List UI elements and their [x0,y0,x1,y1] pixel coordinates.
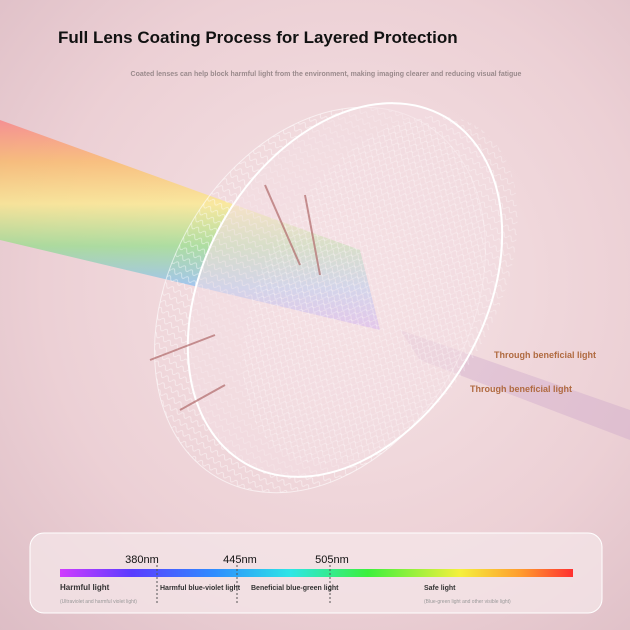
wavelength-label: 380nm [125,554,159,566]
segment-note: (Ultraviolet and harmful violet light) [60,599,137,605]
segment-label: Safe light [424,585,456,592]
segment-label: Beneficial blue-green light [251,585,339,592]
light-rays [149,184,321,411]
title: Full Lens Coating Process for Layered Pr… [58,28,458,47]
subtitle: Coated lenses can help block harmful lig… [131,71,522,78]
dividers [156,565,331,605]
spectrum-bar [60,569,573,577]
wavelength-label: 445nm [223,554,257,566]
callout: Through beneficial light [494,350,596,360]
segment-label: Harmful light [60,583,110,592]
segment-label: Harmful blue-violet light [160,585,241,592]
segment-note: (Blue-green light and other visible ligh… [424,599,511,605]
callout: Through beneficial light [470,384,572,394]
coating-layer-back [242,115,518,465]
wavelength-label: 505nm [315,554,349,566]
